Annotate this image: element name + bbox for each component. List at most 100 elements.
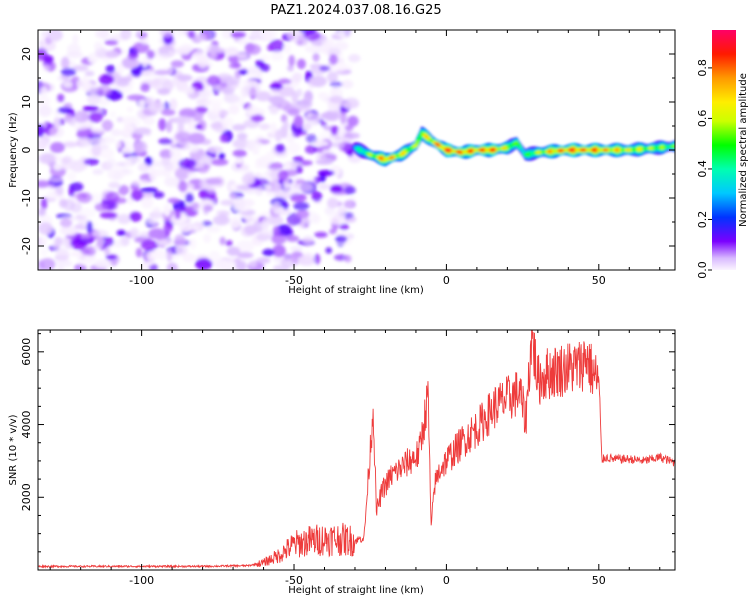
noise-blob	[98, 98, 110, 106]
noise-blob	[126, 94, 145, 101]
noise-blob	[163, 203, 171, 217]
noise-blob	[259, 30, 278, 40]
noise-blob	[280, 256, 299, 268]
noise-blob	[262, 248, 275, 257]
noise-blob	[166, 262, 178, 270]
noise-blob	[132, 42, 150, 54]
noise-blob	[141, 196, 154, 209]
x-tick-label: 50	[592, 274, 606, 287]
noise-blob	[38, 124, 45, 138]
noise-blob	[132, 179, 150, 186]
x-tick-label: -100	[129, 574, 154, 587]
noise-blob	[292, 72, 303, 83]
noise-blob	[296, 88, 303, 97]
signal-track	[352, 126, 675, 167]
noise-blob	[195, 124, 203, 130]
noise-blob	[238, 69, 248, 75]
noise-blob	[296, 58, 306, 70]
noise-blob	[271, 232, 287, 245]
noise-blob	[228, 54, 239, 64]
noise-blob	[174, 131, 192, 143]
noise-blob	[268, 95, 285, 105]
x-tick-label: -50	[285, 274, 303, 287]
noise-blob	[151, 249, 166, 259]
noise-blob	[48, 30, 63, 42]
noise-blob	[92, 229, 109, 238]
spectrogram-x-axis: -100 -50 0 50	[49, 30, 661, 287]
noise-blob	[175, 245, 188, 256]
noise-blob	[92, 169, 104, 175]
noise-blob	[269, 106, 279, 115]
noise-blob	[116, 229, 126, 236]
noise-blob	[38, 222, 53, 235]
noise-blob	[151, 77, 162, 90]
noise-blob	[187, 143, 200, 153]
noise-blob	[335, 235, 348, 243]
noise-blob	[112, 171, 122, 181]
noise-blob	[219, 134, 228, 143]
noise-blob	[269, 84, 284, 90]
noise-blob	[272, 244, 286, 258]
noise-blob	[163, 101, 171, 111]
noise-blob	[219, 110, 229, 116]
noise-blob	[329, 95, 344, 104]
noise-blob	[241, 79, 259, 86]
noise-blob	[241, 173, 255, 185]
noise-blob	[206, 75, 221, 87]
noise-blob	[53, 117, 61, 129]
noise-blob	[329, 184, 344, 193]
noise-blob	[313, 140, 329, 147]
noise-blob	[201, 220, 213, 227]
noise-blob	[329, 86, 343, 99]
noise-blob	[210, 103, 222, 115]
noise-blob	[76, 192, 93, 204]
noise-blob	[302, 30, 321, 41]
noise-blob	[174, 115, 192, 125]
noise-blob	[288, 54, 296, 67]
noise-blob	[296, 209, 310, 219]
noise-blob	[59, 218, 73, 228]
noise-blob	[205, 177, 223, 185]
noise-blob	[43, 64, 50, 71]
noise-blob	[236, 184, 253, 191]
noise-blob	[207, 186, 216, 194]
noise-blob	[210, 44, 220, 54]
noise-blob	[196, 33, 207, 42]
noise-blob	[164, 176, 180, 187]
noise-blob	[305, 134, 317, 143]
noise-blob	[72, 122, 90, 131]
noise-blob	[311, 191, 323, 202]
noise-blob	[212, 84, 221, 90]
noise-blob	[328, 47, 341, 57]
noise-blob	[236, 132, 248, 140]
noise-blob	[135, 247, 143, 258]
noise-blob	[208, 250, 221, 264]
noise-blob	[266, 44, 274, 52]
noise-blob	[195, 258, 213, 270]
noise-blob	[265, 190, 276, 197]
noise-blob	[206, 225, 221, 233]
noise-blob	[205, 99, 223, 106]
noise-blob	[266, 215, 284, 225]
noise-blob	[230, 31, 246, 38]
noise-blob	[274, 129, 282, 142]
noise-blob	[293, 115, 304, 128]
noise-blob	[282, 202, 289, 210]
noise-blob	[81, 112, 90, 122]
noise-blob	[224, 260, 235, 270]
y-tick-label: 10	[20, 95, 33, 109]
noise-blob	[170, 60, 185, 68]
noise-blob	[70, 251, 83, 257]
noise-blob	[67, 43, 81, 56]
noise-blob	[178, 158, 197, 169]
noise-blob	[174, 166, 191, 180]
noise-blob	[319, 92, 331, 103]
noise-blob	[148, 101, 165, 113]
noise-blob	[246, 104, 259, 116]
noise-blob	[223, 93, 240, 104]
noise-blob	[347, 115, 359, 127]
noise-blob	[250, 114, 265, 122]
noise-blob	[161, 109, 176, 116]
noise-blob	[228, 104, 240, 115]
noise-blob	[315, 153, 326, 162]
